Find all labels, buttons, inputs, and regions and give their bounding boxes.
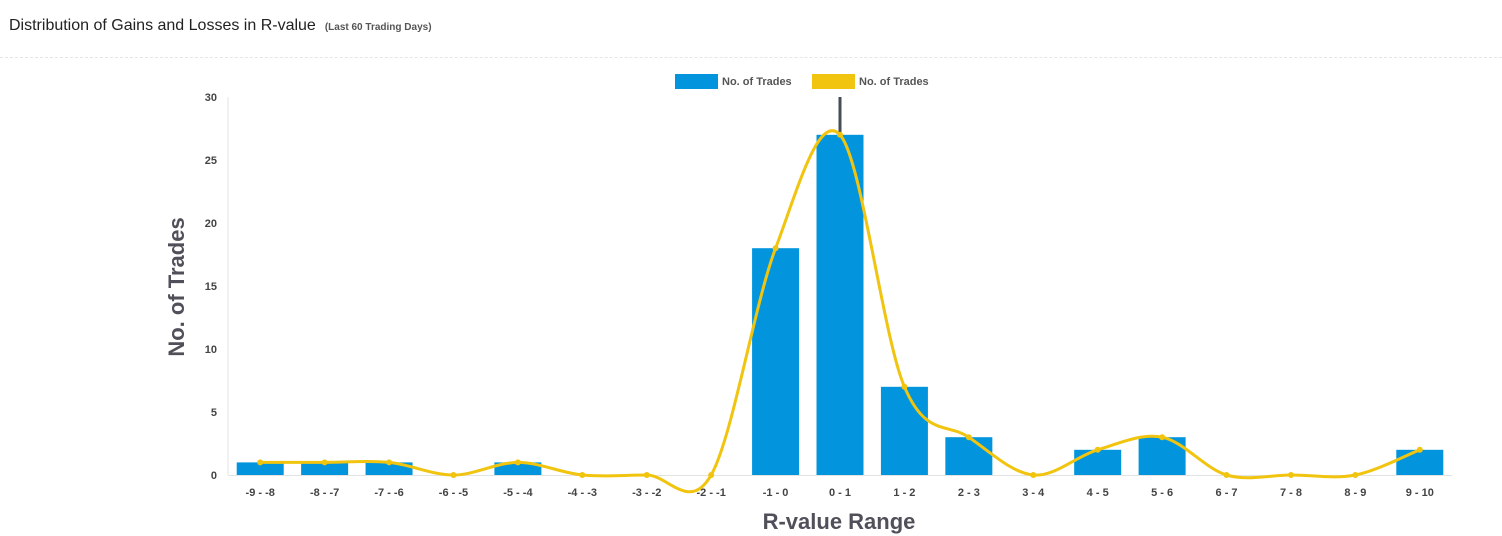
x-tick-label: 5 - 6 bbox=[1151, 487, 1173, 499]
line-point[interactable] bbox=[1287, 472, 1294, 478]
bar-series bbox=[236, 134, 1444, 476]
line-point[interactable] bbox=[901, 383, 908, 390]
x-axis-title: R-value Range bbox=[763, 509, 916, 534]
line-series bbox=[257, 129, 1423, 494]
line-point[interactable] bbox=[643, 472, 650, 478]
x-tick-label: -3 - -2 bbox=[632, 487, 661, 499]
line-point[interactable] bbox=[321, 459, 328, 466]
x-tick-label: 1 - 2 bbox=[893, 487, 915, 499]
line-point[interactable] bbox=[386, 459, 393, 466]
line-point[interactable] bbox=[450, 472, 457, 478]
line-point[interactable] bbox=[579, 472, 586, 478]
x-tick-label: -9 - -8 bbox=[246, 487, 275, 499]
chart-legend[interactable]: No. of Trades No. of Trades bbox=[675, 74, 929, 89]
line-point[interactable] bbox=[514, 459, 521, 466]
bar[interactable] bbox=[880, 386, 928, 475]
bar[interactable] bbox=[752, 248, 800, 475]
x-tick-label: 0 - 1 bbox=[829, 487, 851, 499]
line-point[interactable] bbox=[1416, 446, 1423, 453]
line-point[interactable] bbox=[1223, 472, 1230, 478]
y-tick-label: 25 bbox=[205, 155, 217, 167]
bar[interactable] bbox=[1396, 449, 1444, 475]
x-tick-label: 6 - 7 bbox=[1216, 487, 1238, 499]
chart-title: Distribution of Gains and Losses in R-va… bbox=[9, 17, 432, 35]
y-axis: 0 5 10 15 20 25 30 bbox=[205, 92, 229, 482]
line-point[interactable] bbox=[708, 472, 715, 478]
legend-swatch[interactable] bbox=[675, 74, 718, 89]
line-point[interactable] bbox=[1352, 472, 1359, 478]
line-point[interactable] bbox=[1159, 434, 1166, 441]
x-tick-label: -7 - -6 bbox=[374, 487, 403, 499]
x-tick-label: -2 - -1 bbox=[696, 487, 725, 499]
y-tick-label: 10 bbox=[205, 344, 217, 356]
bar[interactable] bbox=[301, 462, 349, 475]
x-tick-label: 4 - 5 bbox=[1087, 487, 1109, 499]
x-tick-label: -4 - -3 bbox=[568, 487, 597, 499]
x-tick-label: 8 - 9 bbox=[1344, 487, 1366, 499]
x-tick-label: 2 - 3 bbox=[958, 487, 980, 499]
x-axis: -9 - -8 -8 - -7 -7 - -6 -6 - -5 -5 - -4 -4 - … bbox=[228, 475, 1452, 499]
x-tick-label: -8 - -7 bbox=[310, 487, 339, 499]
legend-label[interactable]: No. of Trades bbox=[859, 76, 929, 88]
x-tick-label: -6 - -5 bbox=[439, 487, 468, 499]
y-tick-label: 0 bbox=[211, 470, 217, 482]
bar[interactable] bbox=[236, 462, 284, 475]
line-point[interactable] bbox=[1030, 472, 1037, 478]
x-tick-label: 9 - 10 bbox=[1406, 487, 1434, 499]
line-point[interactable] bbox=[772, 245, 779, 252]
x-tick-label: 3 - 4 bbox=[1022, 487, 1045, 499]
line-point[interactable] bbox=[1094, 446, 1101, 453]
y-tick-label: 20 bbox=[205, 218, 217, 230]
chart-subtitle: (Last 60 Trading Days) bbox=[324, 22, 432, 33]
y-tick-label: 30 bbox=[205, 92, 217, 104]
x-tick-label: 7 - 8 bbox=[1280, 487, 1302, 499]
bar[interactable] bbox=[816, 134, 864, 476]
bar[interactable] bbox=[1074, 449, 1122, 475]
chart-header: Distribution of Gains and Losses in R-va… bbox=[0, 0, 1502, 58]
chart-title-text: Distribution of Gains and Losses in R-va… bbox=[9, 17, 316, 34]
bar[interactable] bbox=[494, 462, 542, 475]
x-tick-label: -5 - -4 bbox=[503, 487, 533, 499]
line-series-path bbox=[260, 129, 1421, 494]
legend-label[interactable]: No. of Trades bbox=[722, 76, 792, 88]
x-tick-label: -1 - 0 bbox=[763, 487, 789, 499]
line-point[interactable] bbox=[257, 459, 264, 466]
y-tick-label: 15 bbox=[205, 281, 217, 293]
legend-swatch[interactable] bbox=[812, 74, 855, 89]
bar[interactable] bbox=[945, 437, 993, 475]
line-point[interactable] bbox=[965, 434, 972, 441]
line-point[interactable] bbox=[837, 131, 843, 138]
y-axis-title: No. of Trades bbox=[164, 217, 189, 356]
y-tick-label: 5 bbox=[211, 407, 217, 419]
